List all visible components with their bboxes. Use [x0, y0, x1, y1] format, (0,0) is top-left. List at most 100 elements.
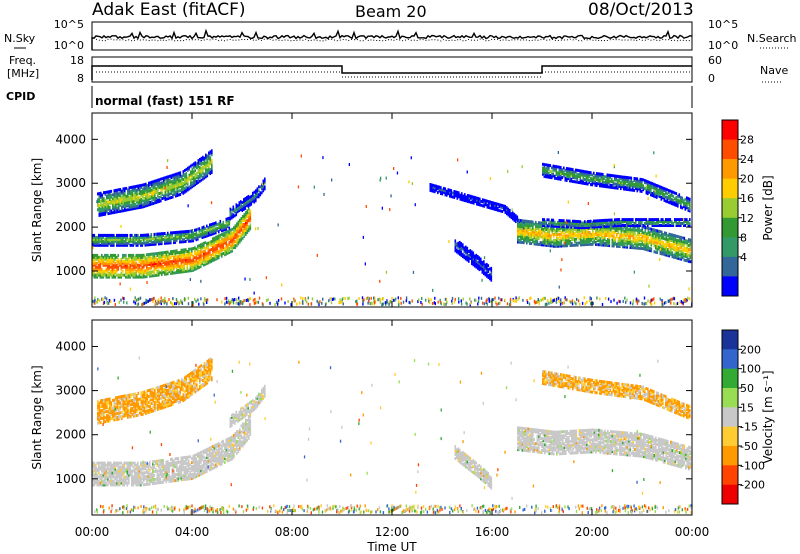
echo-cell	[647, 182, 649, 186]
echo-cell	[236, 236, 238, 240]
scatter-cell	[618, 299, 620, 303]
echo-cell	[200, 168, 203, 172]
echo-cell	[134, 259, 136, 263]
echo-cell	[150, 239, 153, 243]
echo-cell	[657, 224, 660, 227]
echo-cell	[576, 180, 579, 184]
echo-cell	[151, 184, 153, 188]
echo-cell	[591, 179, 594, 183]
echo-cell	[123, 235, 126, 239]
echo-cell	[149, 262, 151, 266]
echo-cell	[148, 187, 150, 191]
echo-cell	[189, 269, 192, 273]
echo-cell	[575, 219, 577, 223]
echo-cell	[673, 239, 675, 243]
echo-cell	[450, 191, 453, 195]
echo-cell	[454, 247, 457, 251]
echo-cell	[140, 253, 142, 257]
echo-cell	[104, 210, 107, 214]
echo-cell	[627, 180, 630, 184]
echo-cell	[187, 166, 189, 170]
echo-cell	[520, 227, 522, 230]
echo-cell	[101, 257, 103, 261]
echo-cell	[538, 227, 540, 231]
echo-cell	[216, 226, 219, 230]
echo-cell	[544, 227, 546, 231]
echo-cell	[137, 235, 139, 239]
echo-cell	[583, 239, 585, 243]
echo-cell	[686, 202, 688, 206]
echo-cell	[553, 244, 555, 248]
echo-cell	[123, 259, 126, 263]
echo-cell	[111, 253, 114, 257]
echo-cell	[121, 195, 123, 199]
echo-cell	[136, 204, 138, 208]
echo-cell	[460, 252, 463, 255]
echo-cell	[566, 174, 568, 178]
echo-cell	[662, 233, 665, 236]
echo-cell	[483, 200, 486, 204]
echo-cell	[461, 192, 463, 196]
echo-cell	[138, 263, 141, 267]
echo-cell	[150, 262, 153, 266]
echo-cell	[105, 257, 108, 261]
echo-cell	[134, 265, 136, 269]
echo-cell	[111, 255, 114, 259]
echo-cell	[239, 222, 241, 226]
echo-cell	[572, 235, 575, 239]
echo-cell	[503, 208, 505, 212]
echo-cell	[550, 238, 552, 242]
echo-cell	[646, 232, 648, 236]
echo-cell	[166, 175, 168, 179]
echo-cell	[246, 231, 249, 235]
echo-cell	[536, 230, 539, 234]
echo-cell	[656, 189, 658, 193]
echo-cell	[142, 189, 144, 193]
echo-cell	[138, 241, 141, 245]
echo-cell	[580, 237, 582, 241]
echo-cell	[129, 275, 132, 279]
echo-cell	[662, 186, 664, 190]
echo-cell	[116, 202, 119, 206]
echo-cell	[245, 229, 247, 232]
echo-cell	[668, 234, 671, 238]
echo-cell	[133, 197, 135, 201]
echo-cell	[225, 232, 228, 236]
echo-cell	[491, 204, 493, 208]
echo-cell	[617, 182, 619, 186]
echo-cell	[98, 265, 100, 269]
echo-cell	[465, 255, 467, 259]
echo-cell	[173, 241, 175, 245]
echo-cell	[465, 245, 467, 249]
echo-cell	[216, 243, 219, 247]
echo-cell	[212, 253, 214, 257]
echo-cell	[165, 235, 168, 239]
echo-cell	[509, 212, 511, 216]
scatter-cell	[122, 296, 124, 300]
echo-cell	[122, 233, 124, 237]
echo-region	[92, 207, 252, 279]
echo-cell	[539, 235, 542, 239]
echo-cell	[163, 194, 165, 198]
echo-cell	[137, 237, 139, 241]
echo-cell	[677, 222, 679, 225]
echo-cell	[227, 251, 229, 255]
echo-cell	[206, 260, 208, 264]
echo-cell	[107, 212, 110, 216]
echo-cell	[165, 272, 168, 276]
echo-cell	[538, 235, 540, 238]
echo-cell	[552, 224, 555, 228]
echo-cell	[194, 232, 196, 236]
echo-cell	[128, 186, 131, 190]
echo-cell	[662, 224, 664, 227]
echo-cell	[228, 231, 231, 235]
echo-cell	[689, 203, 691, 207]
echo-cell	[240, 232, 243, 236]
scatter-cell	[661, 303, 663, 306]
echo-cell	[626, 178, 628, 181]
echo-cell	[675, 196, 678, 199]
echo-cell	[134, 197, 137, 200]
echo-cell	[228, 249, 231, 252]
echo-cell	[132, 261, 135, 265]
echo-cell	[179, 268, 181, 272]
